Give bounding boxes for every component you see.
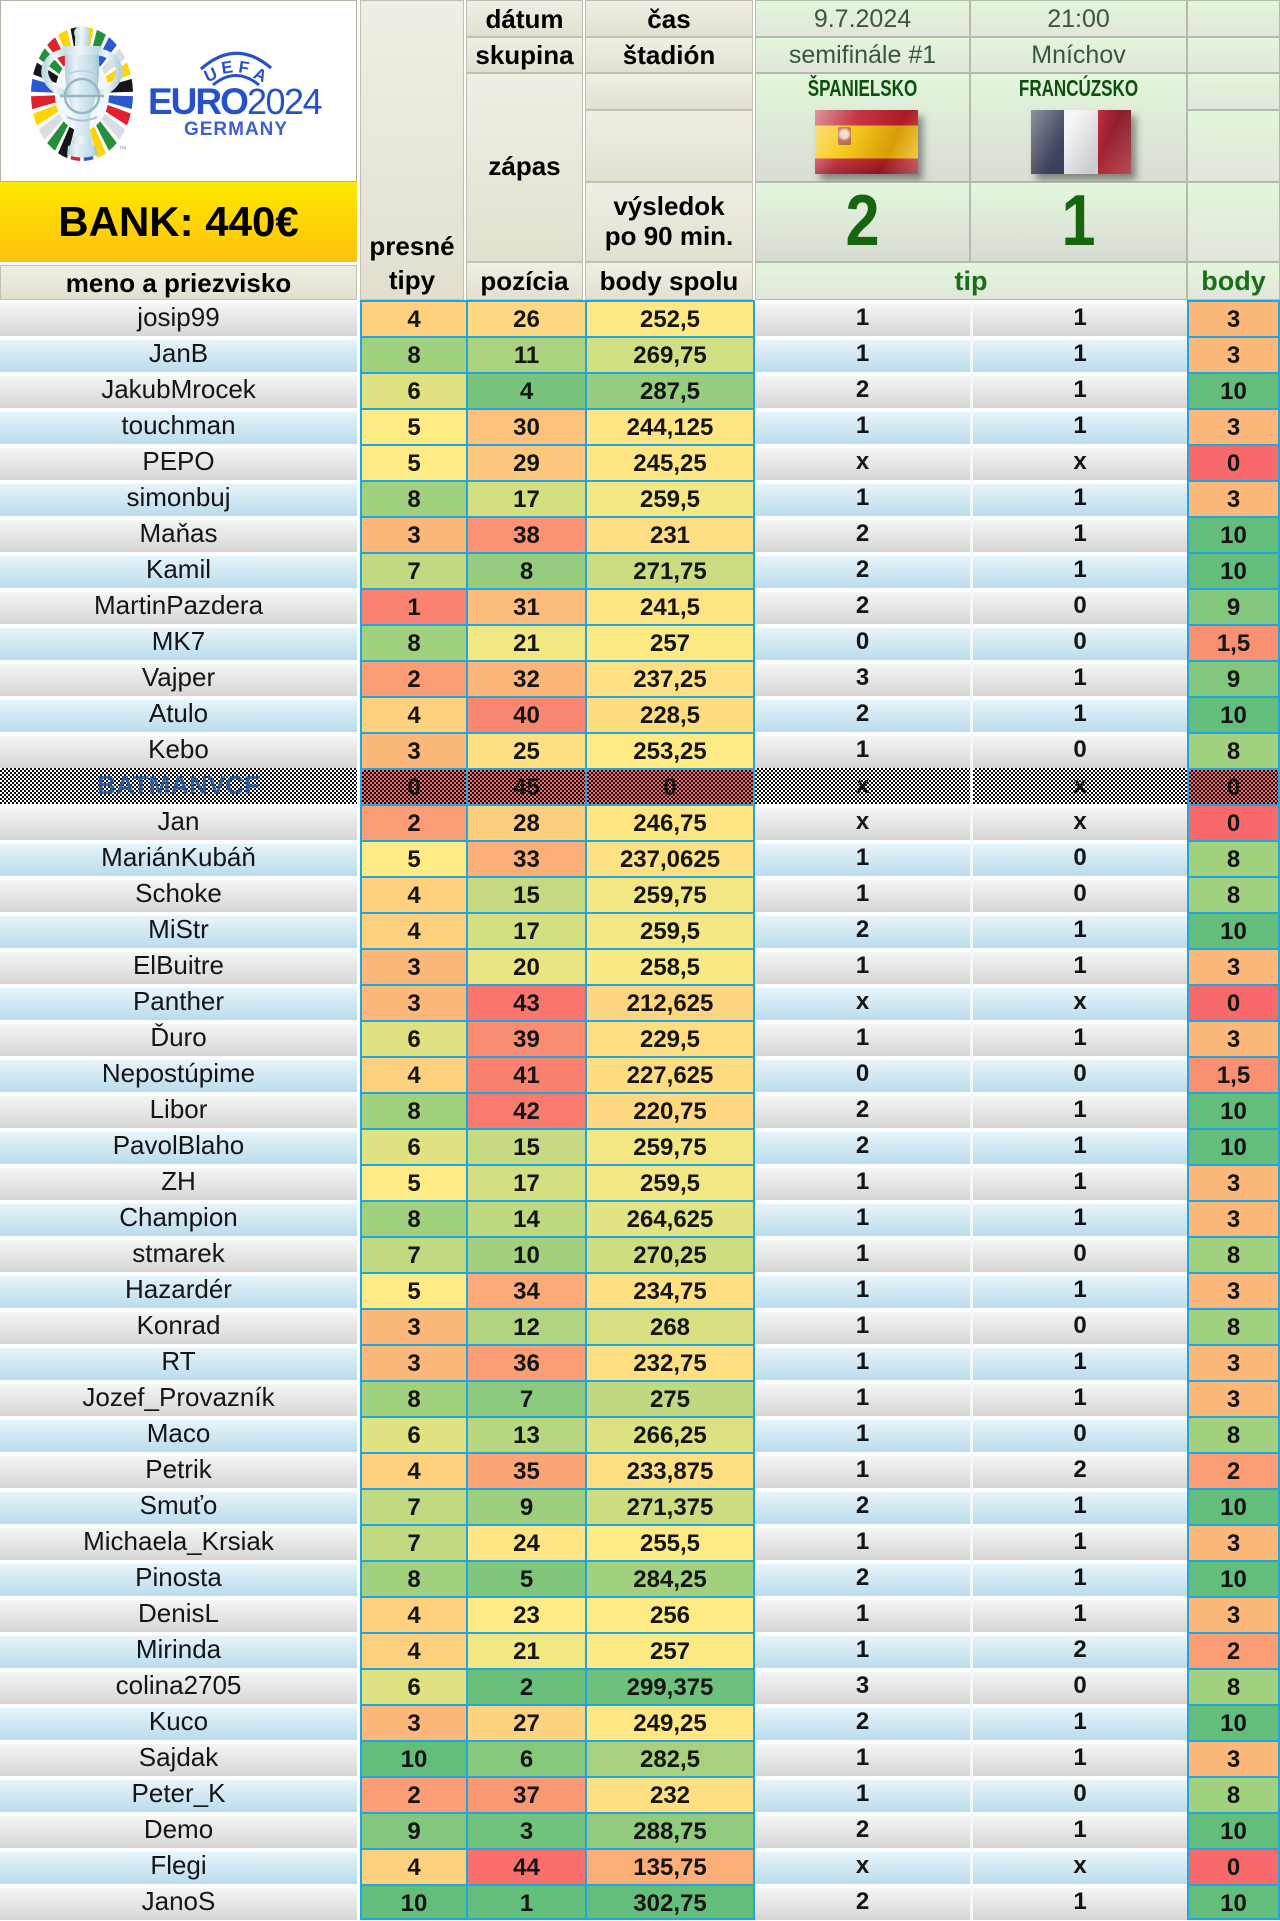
svg-text:2024: 2024	[247, 81, 322, 122]
svg-text:GERMANY: GERMANY	[184, 119, 288, 140]
svg-text:™: ™	[118, 144, 127, 154]
svg-text:E: E	[220, 57, 234, 78]
svg-text:EURO: EURO	[148, 81, 248, 122]
svg-text:F: F	[237, 57, 250, 77]
